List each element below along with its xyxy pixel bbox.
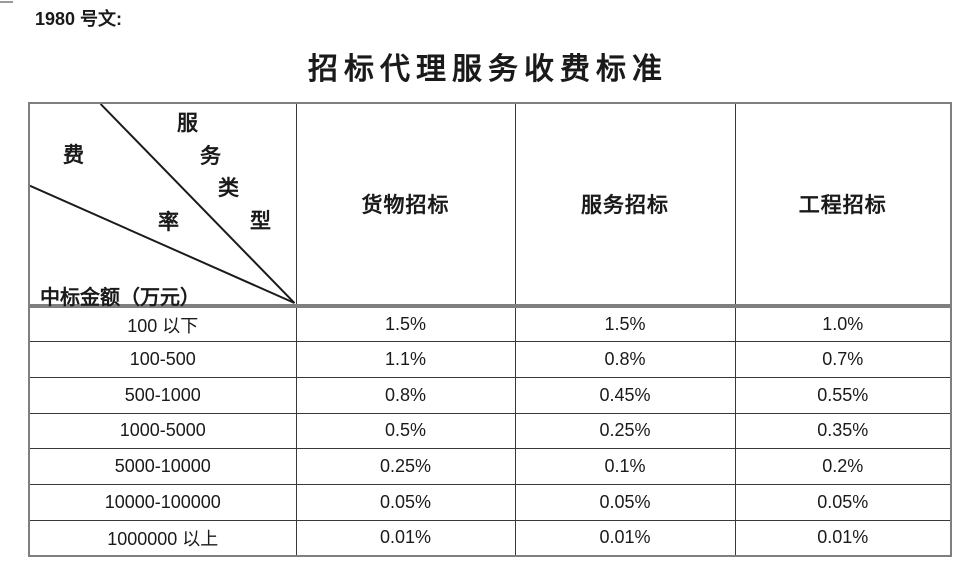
fee-cell: 0.7% xyxy=(734,341,952,378)
row-label-cell: 100-500 xyxy=(28,341,297,378)
diagonal-line-lower xyxy=(30,184,295,304)
table-row: 10000-100000 0.05% 0.05% 0.05% xyxy=(28,484,952,521)
row-label-cell: 5000-10000 xyxy=(28,448,297,486)
document-reference: 1980 号文: xyxy=(35,9,123,29)
corner-label-fee-rate-char: 率 xyxy=(158,210,179,234)
table-row: 1000000 以上 0.01% 0.01% 0.01% xyxy=(28,519,952,557)
header-row: 服 务 类 型 费 率 中标金额（万元） 货物招标 服务招标 工程招标 xyxy=(28,102,952,309)
fee-cell: 0.45% xyxy=(514,376,736,414)
fee-cell: 0.05% xyxy=(734,484,952,521)
fee-schedule-table: 服 务 类 型 费 率 中标金额（万元） 货物招标 服务招标 工程招标 100 … xyxy=(28,102,952,557)
fee-cell: 0.05% xyxy=(514,484,736,521)
row-label-cell: 1000-5000 xyxy=(28,412,297,450)
row-label-cell: 10000-100000 xyxy=(28,484,297,521)
corner-label-service-type-char: 服 xyxy=(177,111,198,135)
fee-cell: 0.35% xyxy=(734,412,952,450)
fee-cell: 0.55% xyxy=(734,376,952,414)
fee-cell: 0.2% xyxy=(734,448,952,486)
diagonal-corner-cell: 服 务 类 型 费 率 中标金额（万元） xyxy=(28,102,297,309)
fee-cell: 0.01% xyxy=(295,519,516,557)
fee-cell: 1.1% xyxy=(295,341,516,378)
table-row: 500-1000 0.8% 0.45% 0.55% xyxy=(28,376,952,414)
diagonal-lines xyxy=(30,104,296,304)
table-row: 1000-5000 0.5% 0.25% 0.35% xyxy=(28,412,952,450)
fee-cell: 0.01% xyxy=(734,519,952,557)
fee-cell: 1.5% xyxy=(514,305,736,343)
page-title: 招标代理服务收费标准 xyxy=(308,53,668,86)
fee-cell: 0.05% xyxy=(295,484,516,521)
fee-cell: 0.8% xyxy=(295,376,516,414)
fee-cell: 0.25% xyxy=(514,412,736,450)
diagonal-line-upper xyxy=(99,104,296,304)
fee-cell: 0.1% xyxy=(514,448,736,486)
fee-cell: 0.01% xyxy=(514,519,736,557)
fee-cell: 1.5% xyxy=(295,305,516,343)
table-row: 100 以下 1.5% 1.5% 1.0% xyxy=(28,305,952,343)
corner-label-amount: 中标金额（万元） xyxy=(40,287,200,309)
column-header-goods: 货物招标 xyxy=(295,102,516,308)
scan-artifact-line xyxy=(0,1,13,3)
column-header-engineering: 工程招标 xyxy=(734,102,952,308)
fee-cell: 1.0% xyxy=(734,305,952,343)
row-label-cell: 500-1000 xyxy=(28,376,297,414)
corner-label-service-type-char: 型 xyxy=(250,209,271,233)
corner-label-service-type-char: 类 xyxy=(218,176,239,200)
fee-cell: 0.5% xyxy=(295,412,516,450)
table-row: 100-500 1.1% 0.8% 0.7% xyxy=(28,341,952,378)
corner-label-service-type-char: 务 xyxy=(200,144,221,168)
table-row: 5000-10000 0.25% 0.1% 0.2% xyxy=(28,448,952,486)
row-label-cell: 100 以下 xyxy=(28,305,297,343)
fee-cell: 0.25% xyxy=(295,448,516,486)
row-label-cell: 1000000 以上 xyxy=(28,519,297,557)
fee-cell: 0.8% xyxy=(514,341,736,378)
column-header-service: 服务招标 xyxy=(514,102,736,308)
corner-label-fee-rate-char: 费 xyxy=(63,143,84,167)
